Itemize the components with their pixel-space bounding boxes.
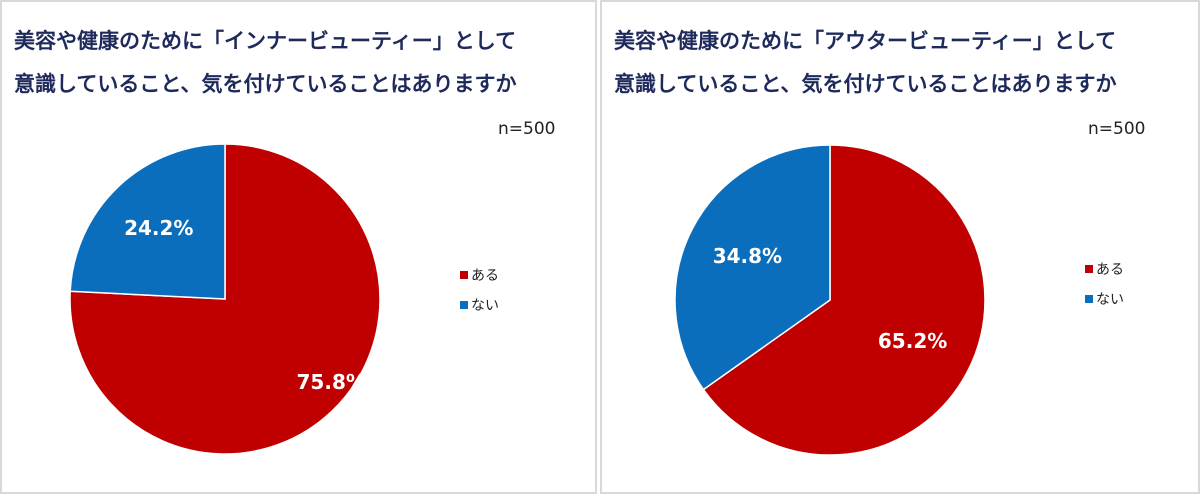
data-label-aru: 65.2% <box>878 329 947 353</box>
chart-title-line-1: 美容や健康のために「アウタービューティー」として <box>614 29 1117 53</box>
data-label-nai: 24.2% <box>124 216 193 240</box>
chart-title-line-2: 意識していること、気を付けていることはありますか <box>14 72 517 96</box>
chart-title-line-1: 美容や健康のために「インナービューティー」として <box>14 29 517 53</box>
chart-panel-outer-beauty: 美容や健康のために「アウタービューティー」として 意識していること、気を付けてい… <box>600 0 1200 494</box>
legend: ある ない <box>460 260 499 320</box>
legend-label-aru: ある <box>1096 262 1124 278</box>
chart-panel-inner-beauty: 美容や健康のために「インナービューティー」として 意識していること、気を付けてい… <box>0 0 597 494</box>
legend-swatch-aru <box>1085 265 1093 273</box>
chart-title: 美容や健康のために「アウタービューティー」として 意識していること、気を付けてい… <box>614 20 1117 106</box>
pie-slice-nai <box>674 144 831 391</box>
legend-label-nai: ない <box>1096 292 1124 308</box>
legend: ある ない <box>1085 254 1124 314</box>
legend-swatch-nai <box>1085 295 1093 303</box>
chart-title-line-2: 意識していること、気を付けていることはありますか <box>614 72 1117 96</box>
data-label-aru: 75.8% <box>297 370 366 394</box>
pie-slice-nai <box>69 143 226 300</box>
legend-item-nai: ない <box>460 290 499 320</box>
pie-slice-aru <box>69 143 381 455</box>
legend-swatch-aru <box>460 271 468 279</box>
data-label-nai: 34.8% <box>713 244 782 268</box>
sample-size-label: n=500 <box>498 119 556 139</box>
legend-swatch-nai <box>460 301 468 309</box>
legend-label-nai: ない <box>471 298 499 314</box>
pie-slice-aru <box>702 144 986 456</box>
legend-item-aru: ある <box>1085 254 1124 284</box>
legend-item-aru: ある <box>460 260 499 290</box>
legend-item-nai: ない <box>1085 284 1124 314</box>
pie-chart: 65.2% 34.8% <box>674 144 986 456</box>
legend-label-aru: ある <box>471 268 499 284</box>
sample-size-label: n=500 <box>1088 119 1146 139</box>
pie-chart: 75.8% 24.2% <box>69 143 381 455</box>
chart-title: 美容や健康のために「インナービューティー」として 意識していること、気を付けてい… <box>14 20 517 106</box>
